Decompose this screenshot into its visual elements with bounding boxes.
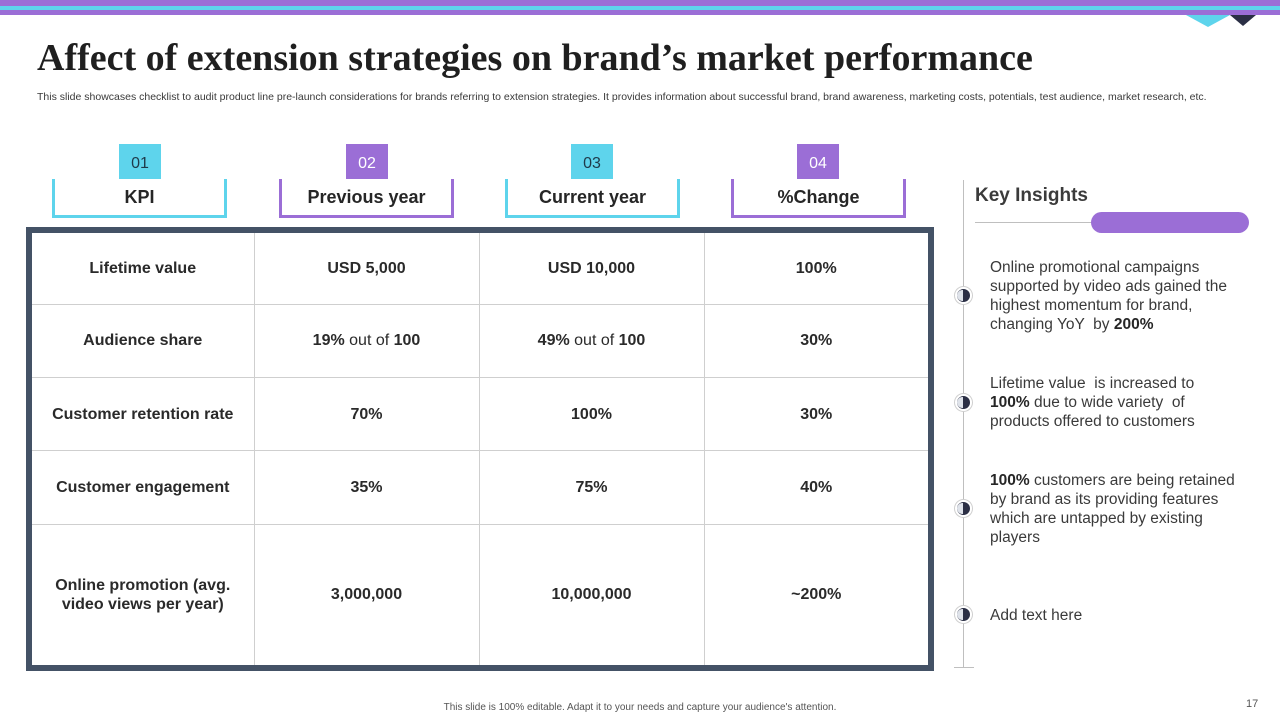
insight-item-3: 100% customers are being retained by bra… xyxy=(990,471,1235,547)
table-row: Customer retention rate 70% 100% 30% xyxy=(32,377,928,452)
table-row: Lifetime value USD 5,000 USD 10,000 100% xyxy=(32,233,928,305)
page-number: 17 xyxy=(1246,698,1259,710)
top-accent-bar-purple-lower xyxy=(0,10,1280,15)
curr-share-connector: out of xyxy=(569,332,619,350)
timeline-dot-icon xyxy=(955,394,972,411)
insight-2-pre: Lifetime value is increased to xyxy=(990,375,1199,392)
column-number-03: 03 xyxy=(571,144,613,184)
current-year-cell: 10,000,000 xyxy=(478,523,705,665)
column-header-change: %Change xyxy=(731,179,906,218)
current-year-cell: 49% out of 100 xyxy=(478,303,705,379)
column-header-previous-year: Previous year xyxy=(279,179,454,218)
insights-title: Key Insights xyxy=(975,185,1088,206)
slide-title: Affect of extension strategies on brand’… xyxy=(37,37,1033,79)
top-accent-bar-purple xyxy=(0,0,1280,6)
change-cell: 30% xyxy=(703,377,928,452)
kpi-table-frame: Lifetime value USD 5,000 USD 10,000 100%… xyxy=(26,227,934,671)
previous-year-cell: 3,000,000 xyxy=(253,523,480,665)
column-header-current-year: Current year xyxy=(505,179,680,218)
corner-triangle-cyan xyxy=(1186,15,1230,27)
top-accent-bar-cyan xyxy=(0,6,1280,10)
change-cell: 30% xyxy=(703,303,928,379)
column-number-01: 01 xyxy=(119,144,161,184)
insight-1-highlight: 200% xyxy=(1113,316,1154,333)
change-cell: ~200% xyxy=(703,523,928,665)
kpi-table: Lifetime value USD 5,000 USD 10,000 100%… xyxy=(32,233,928,665)
insight-3-post: customers are being retained by brand as… xyxy=(990,472,1240,546)
column-header-kpi: KPI xyxy=(52,179,227,218)
slide-footer: This slide is 100% editable. Adapt it to… xyxy=(443,702,837,713)
current-year-cell: 100% xyxy=(478,377,705,452)
insights-timeline-cap xyxy=(954,667,974,668)
previous-year-cell: 19% out of 100 xyxy=(253,303,480,379)
change-cell: 40% xyxy=(703,450,928,525)
insight-item-1: Online promotional campaigns supported b… xyxy=(990,258,1235,334)
previous-year-cell: USD 5,000 xyxy=(253,233,480,305)
insight-1-text: Online promotional campaigns supported b… xyxy=(990,259,1232,333)
timeline-dot-icon xyxy=(955,287,972,304)
previous-year-cell: 35% xyxy=(253,450,480,525)
prev-share-value: 19% xyxy=(312,332,345,350)
insight-3-highlight: 100% xyxy=(990,472,1030,489)
column-number-04: 04 xyxy=(797,144,839,184)
curr-share-value: 49% xyxy=(537,332,570,350)
kpi-cell: Online promotion (avg. video views per y… xyxy=(32,523,255,665)
slide-subtitle: This slide showcases checklist to audit … xyxy=(37,91,1207,103)
prev-share-connector: out of xyxy=(344,332,394,350)
insight-item-2: Lifetime value is increased to 100% due … xyxy=(990,374,1235,431)
table-row: Online promotion (avg. video views per y… xyxy=(32,523,928,665)
table-row: Customer engagement 35% 75% 40% xyxy=(32,450,928,525)
column-number-02: 02 xyxy=(346,144,388,184)
insights-timeline-line xyxy=(963,180,964,668)
change-cell: 100% xyxy=(703,233,928,305)
table-row: Audience share 19% out of 100 49% out of… xyxy=(32,303,928,379)
previous-year-cell: 70% xyxy=(253,377,480,452)
timeline-dot-icon xyxy=(955,500,972,517)
insights-accent-pill xyxy=(1091,212,1249,233)
kpi-cell: Customer retention rate xyxy=(32,377,255,452)
kpi-cell: Lifetime value xyxy=(32,233,255,305)
current-year-cell: USD 10,000 xyxy=(478,233,705,305)
corner-triangle-dark xyxy=(1230,15,1256,26)
insight-2-highlight: 100% xyxy=(990,394,1030,411)
prev-share-total: 100 xyxy=(393,332,421,350)
curr-share-total: 100 xyxy=(618,332,646,350)
kpi-cell: Audience share xyxy=(32,303,255,379)
timeline-dot-icon xyxy=(955,606,972,623)
insight-item-4[interactable]: Add text here xyxy=(990,607,1083,624)
current-year-cell: 75% xyxy=(478,450,705,525)
kpi-cell: Customer engagement xyxy=(32,450,255,525)
insight-2-post: due to wide variety of products offered … xyxy=(990,394,1195,430)
